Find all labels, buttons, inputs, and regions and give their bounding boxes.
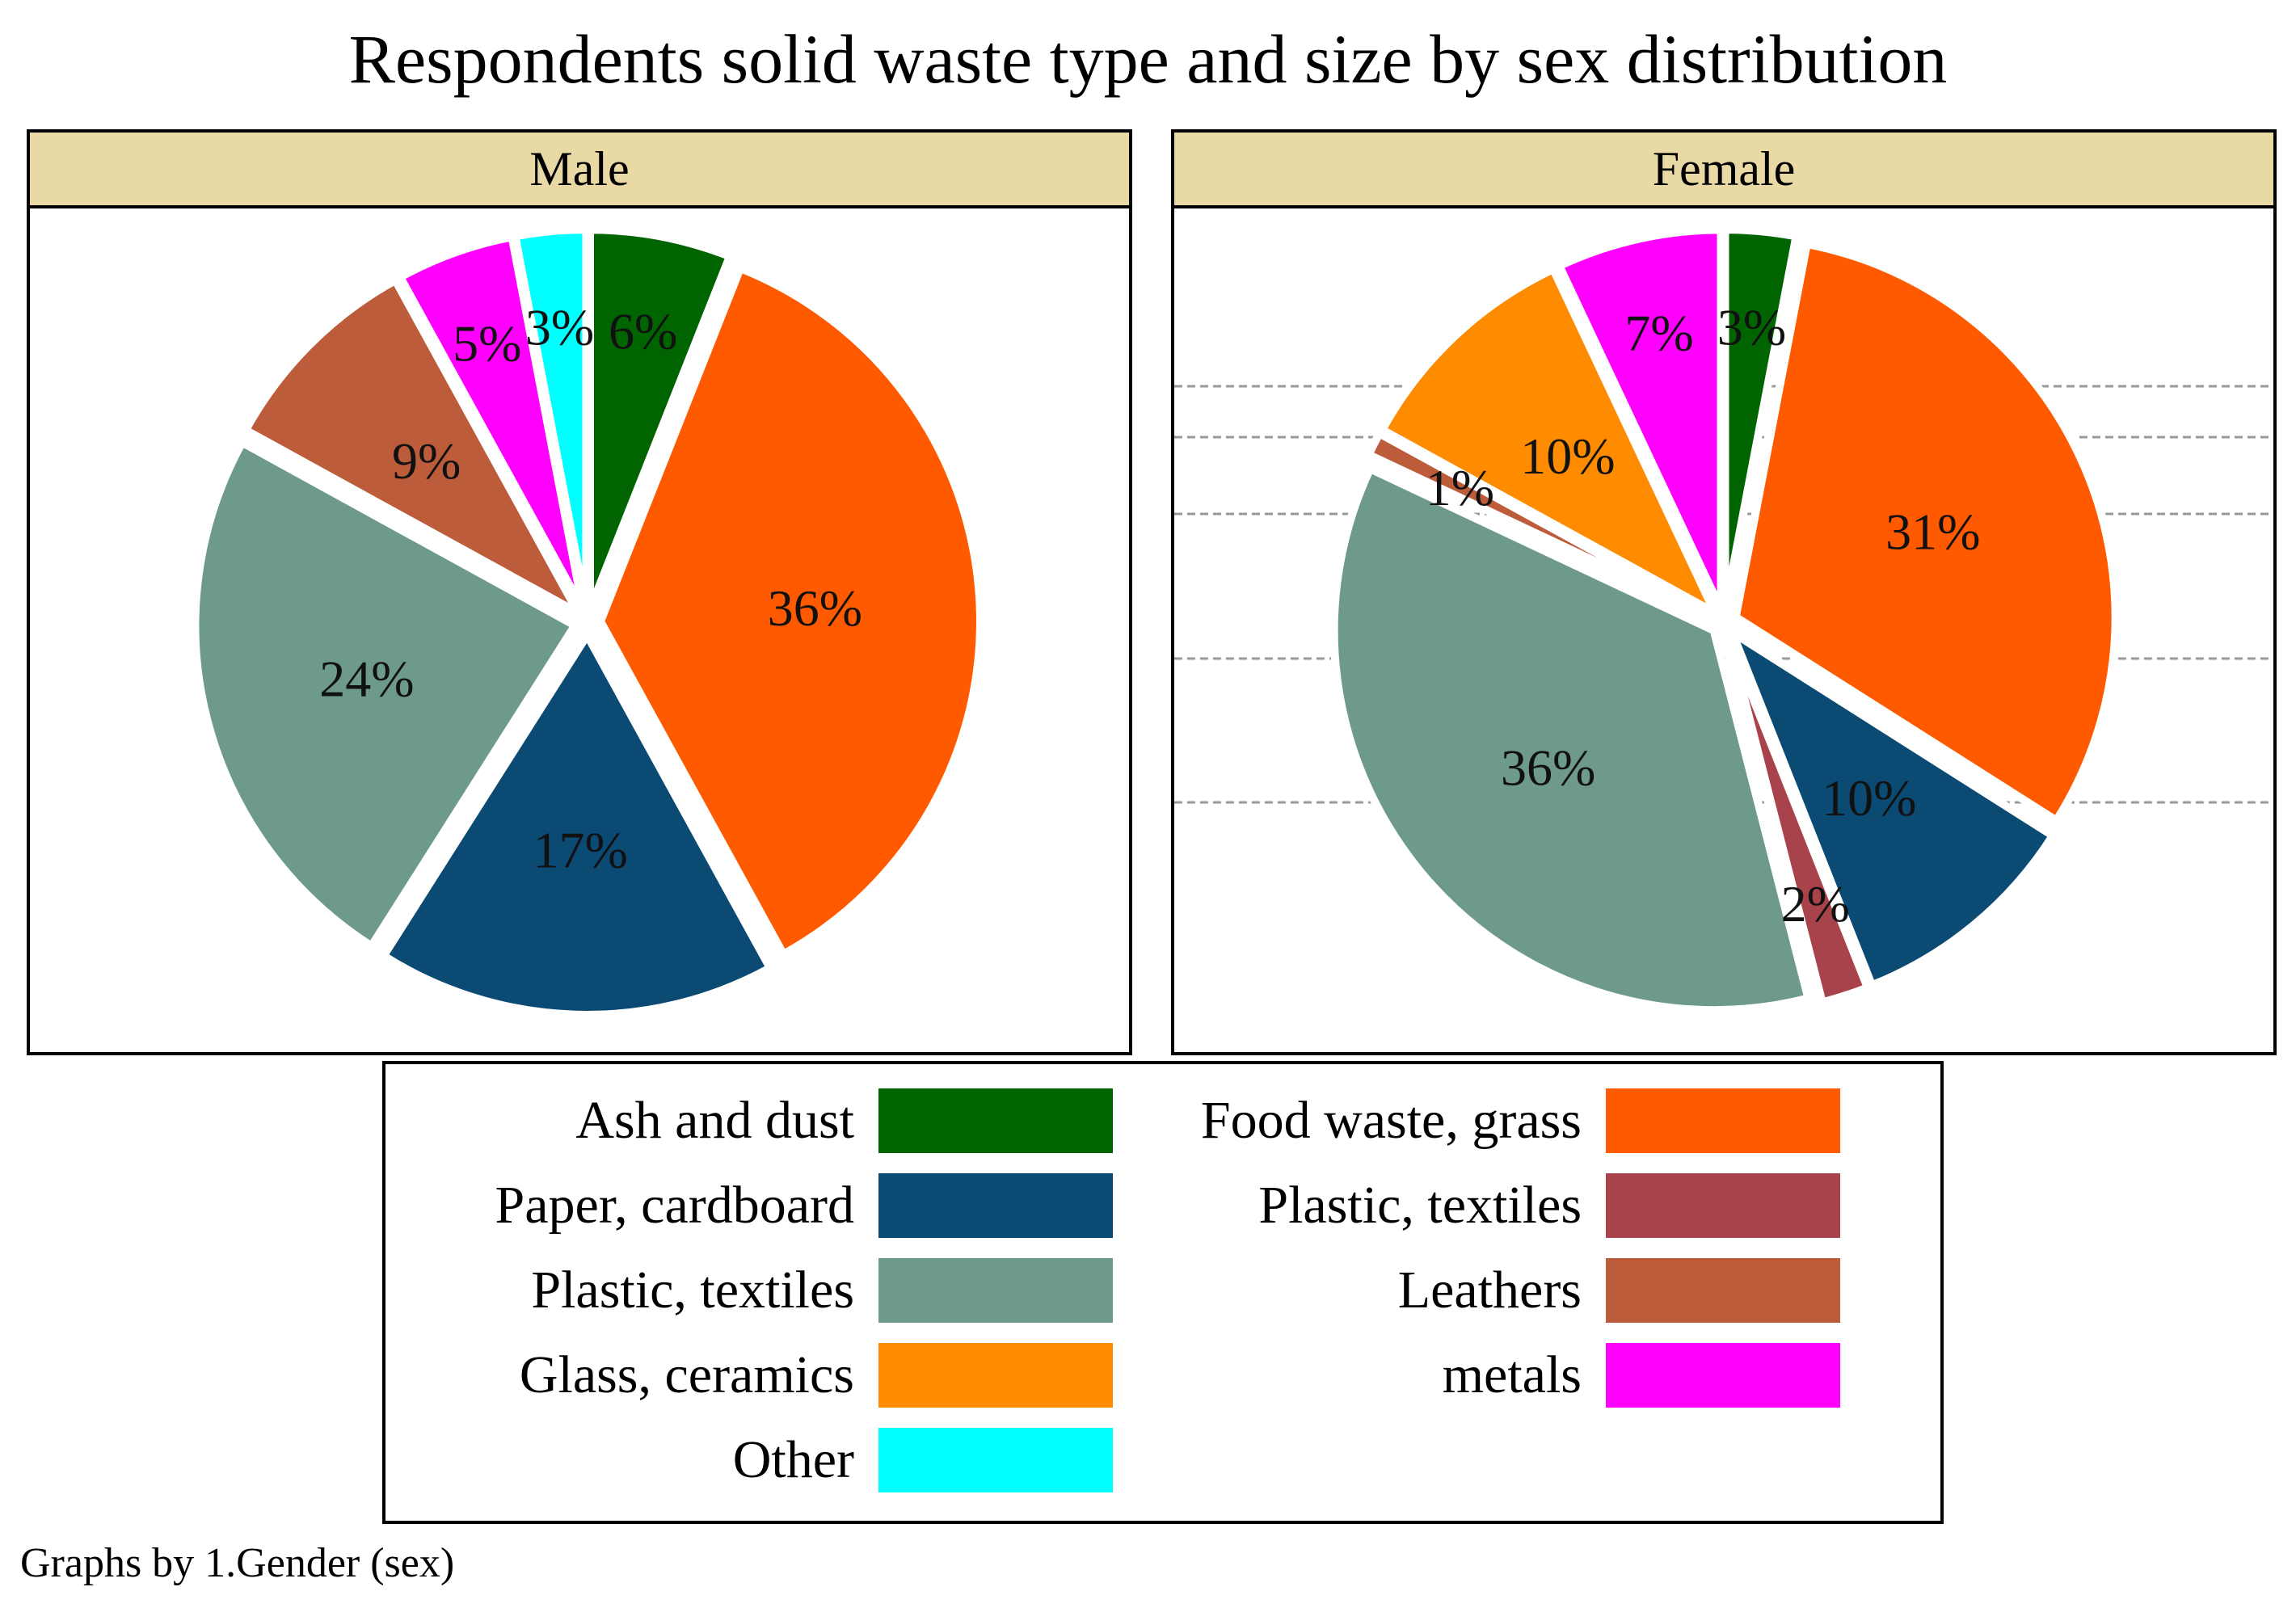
female-panel-header: Female — [1174, 133, 2273, 208]
pie-slice — [1378, 265, 1720, 617]
pie-slice — [585, 225, 735, 614]
pie-slice — [1555, 225, 1725, 614]
pie-slice — [191, 438, 579, 950]
slice-label: 7% — [1624, 305, 1693, 362]
slice-label: 10% — [1822, 769, 1916, 827]
slice-label: 17% — [533, 821, 627, 878]
legend-item: metals — [1113, 1341, 1840, 1409]
legend-swatch — [878, 1343, 1113, 1408]
slice-label: 10% — [1520, 427, 1615, 485]
legend-item: Leathers — [1113, 1257, 1840, 1324]
legend-item: Ash and dust — [385, 1087, 1113, 1155]
slice-label: 2% — [1781, 875, 1850, 932]
legend-label: metals — [1442, 1345, 1582, 1404]
legend-label: Ash and dust — [575, 1091, 854, 1150]
legend-item: Food waste, grass — [1113, 1087, 1840, 1155]
pie-slice — [1721, 225, 1801, 614]
graph-caption: Graphs by 1.Gender (sex) — [20, 1540, 455, 1586]
male-panel-header: Male — [30, 133, 1129, 208]
legend-swatch — [1606, 1343, 1840, 1408]
legend-swatch — [878, 1088, 1113, 1153]
slice-label: 31% — [1885, 503, 1980, 561]
legend-swatch — [878, 1428, 1113, 1492]
pie-slice — [1728, 628, 2058, 990]
male-pie-panel: Male 6% 36% 17% 24% 9% 5% 3% — [27, 129, 1132, 1055]
legend-swatch — [1606, 1173, 1840, 1238]
female-pie-panel: Female 3% 31% 10% 2% 36% 1% 10% 7% — [1171, 129, 2277, 1055]
legend-item: Glass, ceramics — [385, 1341, 1113, 1409]
pie-slice — [1364, 429, 1717, 621]
legend-label: Other — [732, 1430, 854, 1489]
legend: Ash and dust Paper, cardboard Plastic, t… — [382, 1061, 1944, 1524]
slice-label: 3% — [1717, 299, 1786, 356]
pie-slice — [1329, 465, 1813, 1015]
pie-slice — [379, 630, 774, 1019]
legend-swatch — [1606, 1088, 1840, 1153]
legend-label: Plastic, textiles — [531, 1261, 854, 1320]
pie-slice — [596, 264, 984, 958]
pie-slice — [511, 225, 591, 614]
legend-item: Plastic, textiles — [1113, 1172, 1840, 1240]
chart-title: Respondents solid waste type and size by… — [348, 20, 1948, 98]
legend-label: Paper, cardboard — [495, 1176, 854, 1235]
pie-slice — [1723, 630, 1872, 1007]
slice-label: 6% — [609, 302, 677, 360]
legend-item: Plastic, textiles — [385, 1257, 1113, 1324]
male-pie-chart: 6% 36% 17% 24% 9% 5% 3% — [191, 225, 984, 1019]
slice-label: 5% — [453, 315, 521, 373]
pie-slice — [1731, 239, 2120, 825]
legend-item: Paper, cardboard — [385, 1172, 1113, 1240]
legend-label: Food waste, grass — [1200, 1091, 1582, 1150]
legend-swatch — [1606, 1258, 1840, 1323]
legend-item: Other — [385, 1426, 1113, 1494]
slice-label: 3% — [525, 299, 594, 356]
female-pie-chart: 3% 31% 10% 2% 36% 1% 10% 7% — [1174, 225, 2273, 1015]
legend-label: Plastic, textiles — [1258, 1176, 1582, 1235]
legend-label: Leathers — [1397, 1261, 1582, 1320]
legend-swatch — [878, 1258, 1113, 1323]
legend-swatch — [878, 1173, 1113, 1238]
slice-label: 36% — [1501, 739, 1595, 796]
slice-label: 24% — [319, 650, 414, 708]
legend-label: Glass, ceramics — [519, 1345, 854, 1404]
slice-label: 9% — [392, 432, 461, 490]
slice-label: 1% — [1426, 459, 1494, 516]
pie-slice — [396, 233, 588, 614]
pie-slice — [241, 276, 583, 617]
slice-label: 36% — [768, 579, 862, 637]
